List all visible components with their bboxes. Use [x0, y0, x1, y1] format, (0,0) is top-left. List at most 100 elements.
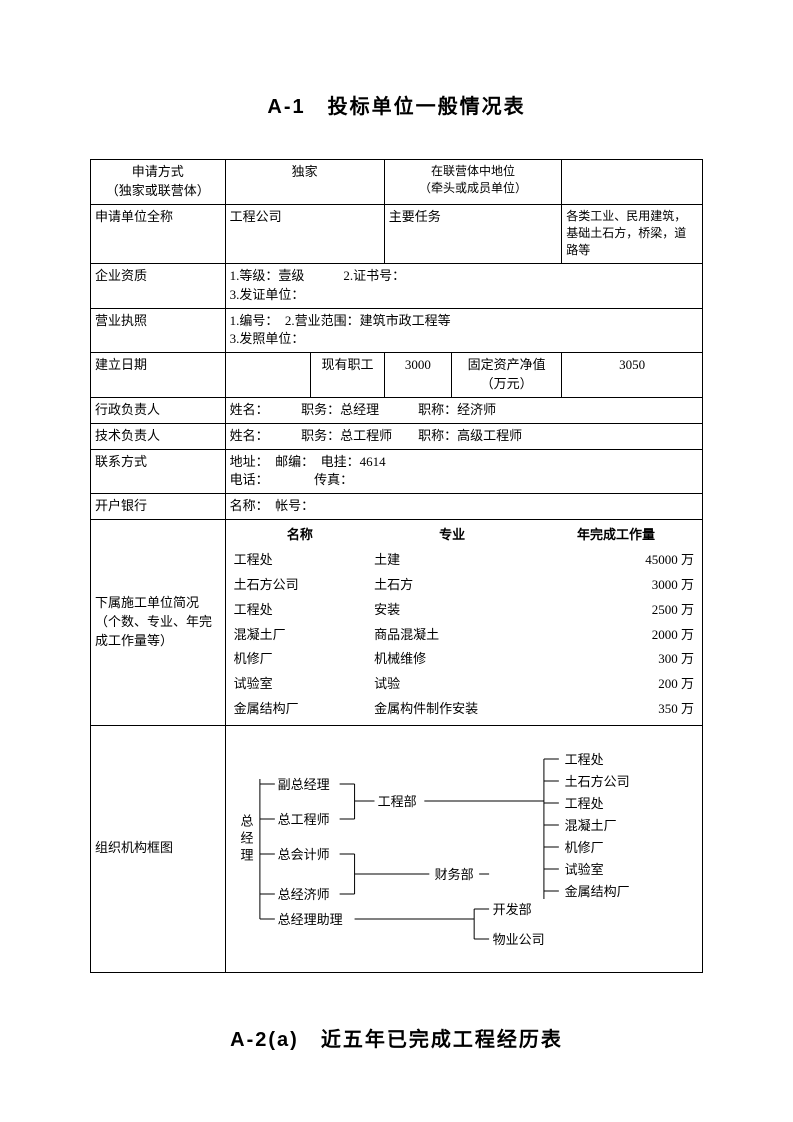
- sub-row: 机修厂机械维修300 万: [230, 647, 698, 672]
- table-row: 申请方式 （独家或联营体） 独家 在联营体中地位 （牵头或成员单位）: [91, 160, 703, 205]
- lbl-consortium-pos: 在联营体中地位 （牵头或成员单位）: [384, 160, 561, 205]
- sub-spec: 金属构件制作安装: [370, 697, 534, 722]
- org-l2-4: 总经理助理: [278, 911, 343, 930]
- sub-workload: 2000 万: [534, 623, 698, 648]
- org-l2-1: 总工程师: [278, 811, 330, 830]
- lbl-apply-method: 申请方式 （独家或联营体）: [91, 160, 226, 205]
- contact-line2: 电话： 传真：: [230, 472, 354, 487]
- sub-hd-name: 名称: [230, 523, 371, 548]
- org-dept-fin: 财务部: [435, 866, 474, 885]
- lbl-establish-date: 建立日期: [91, 353, 226, 398]
- lbl-sub-units: 下属施工单位简况（个数、专业、年完成工作量等）: [91, 520, 226, 726]
- sub-workload: 45000 万: [534, 548, 698, 573]
- title-a2a: A-2(a) 近五年已完成工程经历表: [90, 1023, 703, 1052]
- table-row: 技术负责人 姓名： 职务：总工程师 职称：高级工程师: [91, 423, 703, 449]
- lbl-contact: 联系方式: [91, 449, 226, 494]
- org-r-0: 工程处: [565, 751, 604, 770]
- org-r-6: 金属结构厂: [565, 883, 630, 902]
- org-r-2: 工程处: [565, 795, 604, 814]
- sub-name: 机修厂: [230, 647, 371, 672]
- lbl-admin-head: 行政负责人: [91, 397, 226, 423]
- org-r-3: 混凝土厂: [565, 817, 617, 836]
- val-sub-units: 名称 专业 年完成工作量 工程处土建45000 万 土石方公司土石方3000 万…: [225, 520, 702, 726]
- sub-row: 金属结构厂金属构件制作安装350 万: [230, 697, 698, 722]
- sub-workload: 300 万: [534, 647, 698, 672]
- val-fixed-asset: 3050: [562, 353, 703, 398]
- lbl-fixed-asset: 固定资产净值 （万元）: [452, 353, 562, 398]
- title-a1: A-1 投标单位一般情况表: [90, 90, 703, 119]
- sub-units-table: 名称 专业 年完成工作量 工程处土建45000 万 土石方公司土石方3000 万…: [230, 523, 698, 722]
- sub-spec: 机械维修: [370, 647, 534, 672]
- org-l2-2: 总会计师: [278, 846, 330, 865]
- table-row: 联系方式 地址： 邮编： 电挂：4614 电话： 传真：: [91, 449, 703, 494]
- sub-name: 金属结构厂: [230, 697, 371, 722]
- val-applicant-full: 工程公司: [225, 204, 384, 263]
- lbl-applicant-full: 申请单位全称: [91, 204, 226, 263]
- val-bank: 名称： 帐号：: [225, 494, 702, 520]
- table-row: 营业执照 1.编号： 2.营业范围：建筑市政工程等 3.发照单位：: [91, 308, 703, 353]
- lbl-main-task: 主要任务: [384, 204, 561, 263]
- val-establish-date: [225, 353, 311, 398]
- org-l2-0: 副总经理: [278, 776, 330, 795]
- page: A-1 投标单位一般情况表 申请方式 （独家或联营体） 独家 在联营体中地位 （…: [0, 0, 793, 1122]
- sub-spec: 商品混凝土: [370, 623, 534, 648]
- sub-row: 土石方公司土石方3000 万: [230, 573, 698, 598]
- table-row: 行政负责人 姓名： 职务：总经理 职称：经济师: [91, 397, 703, 423]
- lbl-biz-license: 营业执照: [91, 308, 226, 353]
- sub-row: 试验室试验200 万: [230, 672, 698, 697]
- sub-name: 混凝土厂: [230, 623, 371, 648]
- val-admin-head: 姓名： 职务：总经理 职称：经济师: [225, 397, 702, 423]
- org-chart-container: 总经理 副总经理 总工程师 总会计师 总经济师 总经理助理 工程部 财务部 开发…: [230, 729, 698, 969]
- val-cur-staff: 3000: [384, 353, 451, 398]
- sub-row: 工程处土建45000 万: [230, 548, 698, 573]
- org-dept-eng: 工程部: [378, 793, 417, 812]
- sub-hd-spec: 专业: [370, 523, 534, 548]
- sub-name: 土石方公司: [230, 573, 371, 598]
- val-org-chart: 总经理 副总经理 总工程师 总会计师 总经济师 总经理助理 工程部 财务部 开发…: [225, 725, 702, 972]
- lbl-enterprise-qual: 企业资质: [91, 263, 226, 308]
- org-root: 总经理: [236, 814, 255, 865]
- sub-spec: 试验: [370, 672, 534, 697]
- sub-workload: 200 万: [534, 672, 698, 697]
- license-line2: 3.发照单位：: [230, 331, 305, 346]
- sub-row: 混凝土厂商品混凝土2000 万: [230, 623, 698, 648]
- val-enterprise-qual: 1.等级：壹级 2.证书号： 3.发证单位：: [225, 263, 702, 308]
- val-sole: 独家: [225, 160, 384, 205]
- sub-row: 工程处安装2500 万: [230, 598, 698, 623]
- org-r-1: 土石方公司: [565, 773, 630, 792]
- license-line1: 1.编号： 2.营业范围：建筑市政工程等: [230, 313, 451, 328]
- lbl-tech-head: 技术负责人: [91, 423, 226, 449]
- main-table: 申请方式 （独家或联营体） 独家 在联营体中地位 （牵头或成员单位） 申请单位全…: [90, 159, 703, 973]
- lbl-org-chart: 组织机构框图: [91, 725, 226, 972]
- qual-line1: 1.等级：壹级 2.证书号：: [230, 268, 406, 283]
- org-r-4: 机修厂: [565, 839, 604, 858]
- lbl-cur-staff: 现有职工: [311, 353, 384, 398]
- val-contact: 地址： 邮编： 电挂：4614 电话： 传真：: [225, 449, 702, 494]
- sub-name: 试验室: [230, 672, 371, 697]
- org-r-5: 试验室: [565, 861, 604, 880]
- table-row: 下属施工单位简况（个数、专业、年完成工作量等） 名称 专业 年完成工作量 工程处…: [91, 520, 703, 726]
- sub-spec: 土石方: [370, 573, 534, 598]
- table-row: 申请单位全称 工程公司 主要任务 各类工业、民用建筑，基础土石方，桥梁，道路等: [91, 204, 703, 263]
- sub-workload: 2500 万: [534, 598, 698, 623]
- qual-line2: 3.发证单位：: [230, 287, 305, 302]
- org-dept-dev: 开发部: [493, 901, 532, 920]
- table-row: 企业资质 1.等级：壹级 2.证书号： 3.发证单位：: [91, 263, 703, 308]
- val-main-task: 各类工业、民用建筑，基础土石方，桥梁，道路等: [562, 204, 703, 263]
- val-tech-head: 姓名： 职务：总工程师 职称：高级工程师: [225, 423, 702, 449]
- lbl-bank: 开户银行: [91, 494, 226, 520]
- val-consortium-pos: [562, 160, 703, 205]
- org-l2-3: 总经济师: [278, 886, 330, 905]
- sub-workload: 3000 万: [534, 573, 698, 598]
- table-row: 组织机构框图: [91, 725, 703, 972]
- sub-header-row: 名称 专业 年完成工作量: [230, 523, 698, 548]
- sub-name: 工程处: [230, 598, 371, 623]
- table-row: 建立日期 现有职工 3000 固定资产净值 （万元） 3050: [91, 353, 703, 398]
- org-dept-prop: 物业公司: [493, 931, 545, 950]
- sub-workload: 350 万: [534, 697, 698, 722]
- sub-spec: 土建: [370, 548, 534, 573]
- sub-name: 工程处: [230, 548, 371, 573]
- table-row: 开户银行 名称： 帐号：: [91, 494, 703, 520]
- contact-line1: 地址： 邮编： 电挂：4614: [230, 454, 386, 469]
- val-biz-license: 1.编号： 2.营业范围：建筑市政工程等 3.发照单位：: [225, 308, 702, 353]
